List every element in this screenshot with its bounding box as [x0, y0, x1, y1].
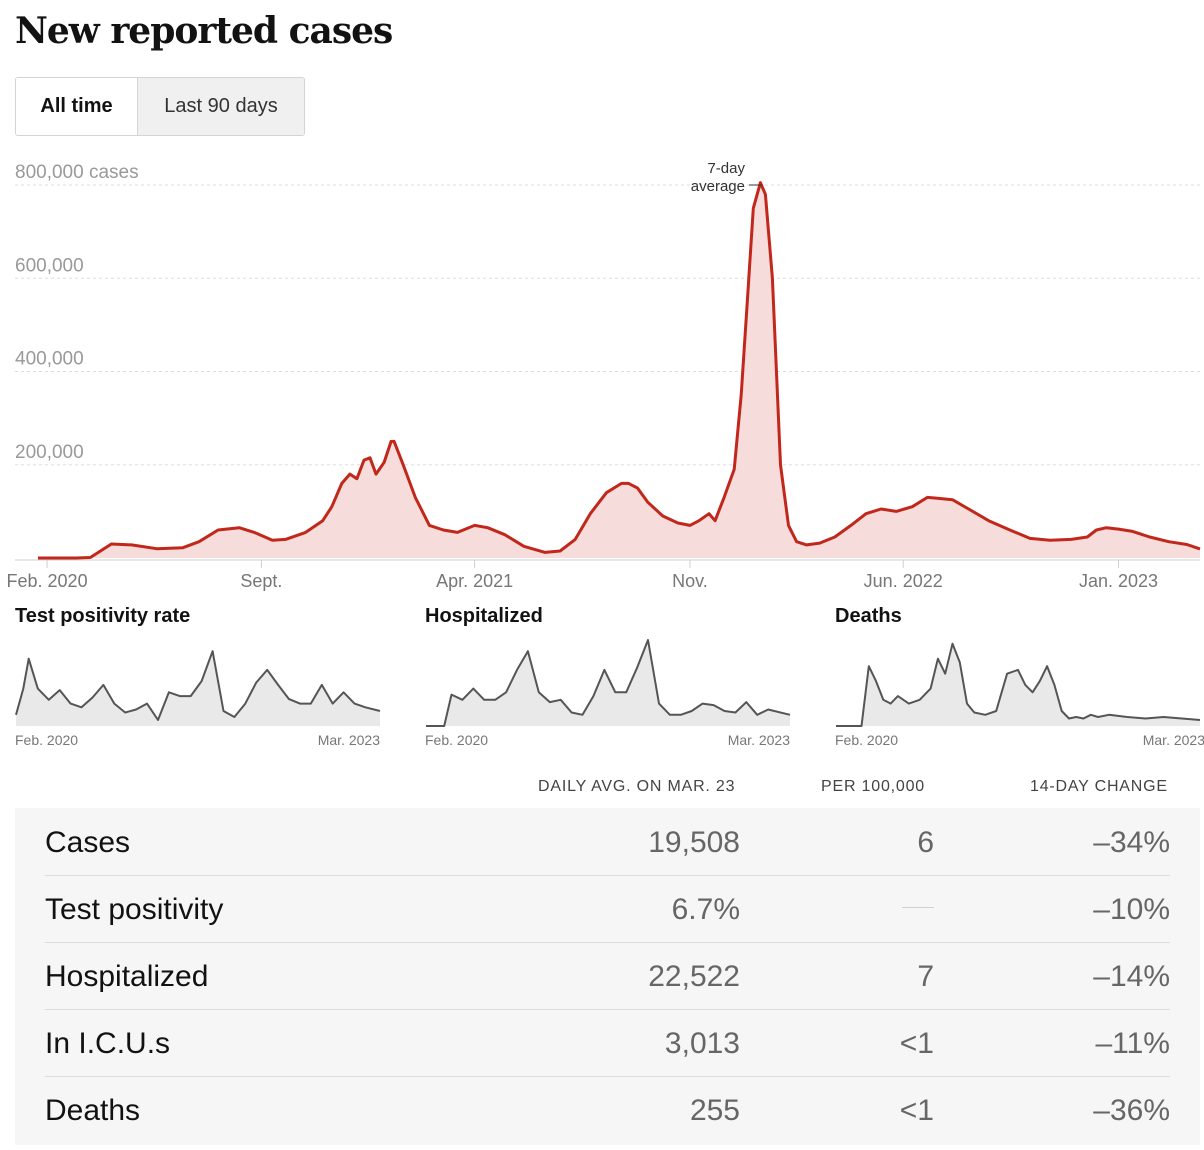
no-data-dash	[902, 906, 934, 908]
mini-end-label: Mar. 2023	[727, 732, 790, 748]
mini-title: Hospitalized	[425, 605, 543, 627]
x-tick-label: Feb. 2020	[7, 571, 88, 591]
metric-label: Hospitalized	[45, 960, 209, 993]
y-tick-label: 400,000	[15, 349, 84, 370]
seven-day-average-annotation: 7-day average	[691, 160, 762, 195]
table-row: In I.C.U.s 3,013 <1 –11%	[45, 1009, 1170, 1077]
change-value: –11%	[1095, 1027, 1170, 1060]
hospitalized-sparkline	[426, 639, 791, 727]
positivity-line	[15, 650, 381, 721]
summary-table: Cases 19,508 6 –34% Test positivity 6.7%…	[15, 808, 1200, 1145]
deaths-sparkline	[836, 642, 1201, 727]
mini-end-label: Mar. 2023	[317, 732, 380, 748]
mini-start-label: Feb. 2020	[425, 732, 489, 748]
change-value: –34%	[1093, 826, 1170, 859]
deaths-area	[836, 643, 1200, 726]
mini-title: Test positivity rate	[15, 605, 191, 627]
metric-label: In I.C.U.s	[45, 1027, 171, 1060]
positivity-area	[16, 651, 380, 726]
cases-line	[38, 181, 1201, 560]
hospitalized-line	[426, 639, 791, 727]
mini-chart-hospitalized: Hospitalized Feb. 2020 Mar. 2023	[425, 605, 795, 755]
page-title: New reported cases	[15, 10, 393, 52]
y-tick-label: 600,000	[15, 255, 84, 276]
daily-avg-value: 22,522	[648, 960, 740, 993]
table-row: Test positivity 6.7% –10%	[45, 875, 1170, 943]
annotation-line-1: 7-day	[707, 160, 745, 177]
table-row: Hospitalized 22,522 7 –14%	[45, 942, 1170, 1010]
per-100k-value: 7	[917, 960, 934, 993]
mini-start-label: Feb. 2020	[835, 732, 899, 748]
daily-avg-value: 19,508	[648, 826, 740, 859]
positivity-sparkline	[15, 650, 381, 726]
x-tick-label: Sept.	[240, 571, 282, 591]
daily-avg-value: 255	[689, 1094, 740, 1127]
time-range-toggle: All time Last 90 days	[15, 77, 305, 136]
header-per-100k: PER 100,000	[821, 778, 925, 795]
mini-chart-deaths: Deaths Feb. 2020 Mar. 2023	[835, 605, 1204, 755]
per-100k-value: <1	[899, 1094, 934, 1127]
daily-avg-value: 3,013	[664, 1027, 740, 1060]
metric-label: Deaths	[45, 1094, 141, 1127]
daily-avg-value: 6.7%	[671, 893, 740, 926]
cases-chart: 800,000 cases 600,000 400,000 200,000 Feb. …	[7, 160, 1201, 591]
annotation-line-2: average	[691, 178, 745, 195]
y-tick-label: 200,000	[15, 442, 84, 463]
y-tick-label: 800,000 cases	[15, 162, 139, 183]
metric-label: Test positivity	[45, 893, 224, 926]
hospitalized-area	[426, 640, 790, 726]
table-row: Cases 19,508 6 –34%	[45, 808, 1170, 876]
mini-end-label: Mar. 2023	[1142, 732, 1204, 748]
per-100k-value: <1	[899, 1027, 934, 1060]
cases-area	[38, 182, 1200, 558]
change-value: –10%	[1093, 893, 1170, 926]
table-row: Deaths 255 <1 –36%	[45, 1076, 1170, 1143]
deaths-line	[836, 642, 1201, 727]
per-100k-value	[902, 893, 934, 927]
x-tick-label: Jun. 2022	[864, 571, 943, 591]
last-90-days-button[interactable]: Last 90 days	[137, 78, 304, 135]
x-tick-label: Nov.	[672, 571, 708, 591]
change-value: –36%	[1093, 1094, 1170, 1127]
mini-start-label: Feb. 2020	[15, 732, 79, 748]
x-tick-label: Apr. 2021	[436, 571, 513, 591]
header-daily-avg: DAILY AVG. ON MAR. 23	[538, 778, 736, 795]
change-value: –14%	[1093, 960, 1170, 993]
header-14-day-change: 14-DAY CHANGE	[1030, 778, 1168, 795]
mini-title: Deaths	[835, 605, 902, 627]
all-time-button[interactable]: All time	[16, 78, 137, 135]
x-tick-label: Jan. 2023	[1079, 571, 1158, 591]
mini-chart-positivity: Test positivity rate Feb. 2020 Mar. 2023	[15, 605, 385, 755]
metric-label: Cases	[45, 826, 131, 859]
per-100k-value: 6	[917, 826, 934, 859]
